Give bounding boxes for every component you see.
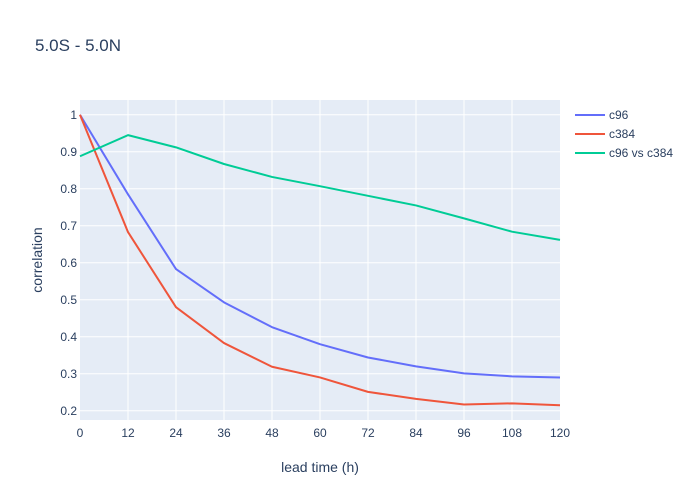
- legend: c96 c384 c96 vs c384: [575, 108, 673, 160]
- y-tick-label: 1: [70, 108, 77, 122]
- x-tick-label: 108: [502, 426, 522, 440]
- series-line-3: [79, 134, 561, 241]
- x-tick-label: 0: [77, 426, 84, 440]
- y-tick-label: 0.3: [60, 367, 77, 381]
- x-tick-label: 84: [409, 426, 423, 440]
- x-tick-label: 24: [169, 426, 183, 440]
- chart-title: 5.0S - 5.0N: [35, 36, 121, 55]
- y-tick-label: 0.6: [60, 256, 77, 270]
- y-axis-ticks: 0.2 0.3 0.4 0.5 0.6 0.7 0.8 0.9 1: [60, 108, 77, 418]
- y-tick-label: 0.2: [60, 404, 77, 418]
- series-line-2: [79, 114, 561, 407]
- x-tick-label: 12: [121, 426, 135, 440]
- x-axis-ticks: 0 12 24 36 48 60 72 84 96 108 120: [77, 426, 571, 440]
- x-tick-label: 72: [361, 426, 375, 440]
- y-tick-label: 0.5: [60, 293, 77, 307]
- y-tick-label: 0.9: [60, 145, 77, 159]
- y-axis-title: correlation: [29, 227, 45, 292]
- x-tick-label: 120: [550, 426, 570, 440]
- x-tick-label: 48: [265, 426, 279, 440]
- x-tick-label: 96: [457, 426, 471, 440]
- legend-label: c384: [609, 127, 635, 141]
- y-tick-label: 0.8: [60, 182, 77, 196]
- series-line-1: [79, 114, 561, 379]
- x-axis-title: lead time (h): [281, 459, 359, 475]
- x-tick-label: 60: [313, 426, 327, 440]
- grid: [80, 100, 560, 420]
- x-tick-label: 36: [217, 426, 231, 440]
- y-tick-label: 0.7: [60, 219, 77, 233]
- y-tick-label: 0.4: [60, 330, 77, 344]
- legend-label: c96: [609, 108, 629, 122]
- legend-label: c96 vs c384: [609, 146, 673, 160]
- series-layer: [79, 114, 561, 407]
